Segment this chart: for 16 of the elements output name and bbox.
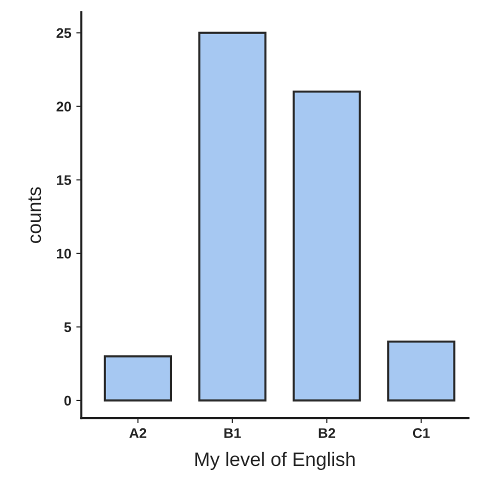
y-tick-label: 15 (56, 175, 72, 186)
bar (292, 90, 361, 402)
x-tick-label: C1 (412, 428, 430, 438)
x-axis-title: My level of English (195, 452, 355, 470)
x-tick-label: B1 (224, 428, 241, 438)
y-tick-label: 20 (56, 102, 71, 112)
y-tick-label: 5 (64, 322, 72, 332)
y-tick-label: 25 (56, 28, 72, 38)
bar (198, 32, 266, 402)
x-tick-label: B2 (318, 428, 336, 438)
y-tick-label: 0 (64, 396, 71, 406)
y-tick-label: 10 (56, 248, 71, 259)
y-axis-title: counts (28, 187, 42, 243)
bar (104, 355, 172, 402)
bar (387, 340, 456, 402)
x-tick-label: A2 (129, 428, 146, 438)
